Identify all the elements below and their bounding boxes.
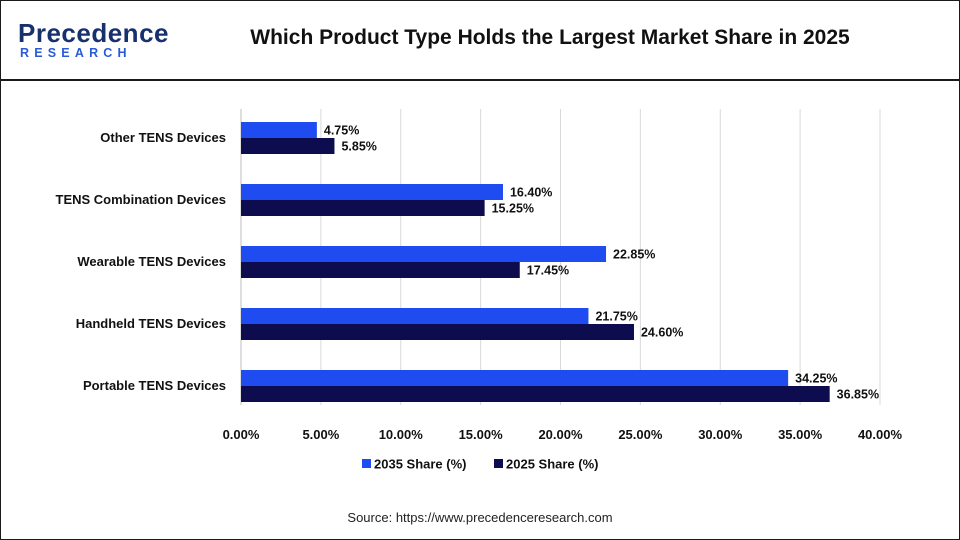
source-note: Source: https://www.precedenceresearch.c… [347, 510, 613, 525]
data-label: 17.45% [527, 264, 569, 278]
bar-chart: 0.00% 5.00% 10.00% 15.00% 20.00% 25.00% 30.00%… [56, 109, 903, 472]
x-tick-label: 25.00% [618, 427, 663, 442]
data-label: 4.75% [324, 124, 359, 138]
x-tick-label: 5.00% [302, 427, 339, 442]
logo-wordmark: Precedence [18, 18, 169, 48]
data-label: 5.85% [341, 140, 376, 154]
bar-2025-share [241, 262, 520, 278]
data-label: 22.85% [613, 248, 655, 262]
legend-2035-share-label: 2035 Share (%) [374, 457, 467, 472]
data-label: 36.85% [837, 388, 879, 402]
category-label: Other TENS Devices [100, 130, 226, 145]
x-tick-label: 15.00% [459, 427, 504, 442]
bar-2035-share [241, 122, 317, 138]
bar-2025-share [241, 324, 634, 340]
chart-title: Which Product Type Holds the Largest Mar… [250, 26, 850, 49]
legend-2035-share-swatch [362, 459, 371, 468]
x-tick-label: 30.00% [698, 427, 743, 442]
category-label: Wearable TENS Devices [77, 254, 226, 269]
bar-2025-share [241, 200, 485, 216]
category-label: TENS Combination Devices [56, 192, 226, 207]
data-label: 24.60% [641, 326, 683, 340]
legend-2025-share-swatch [494, 459, 503, 468]
data-label: 34.25% [795, 372, 837, 386]
bar-2035-share [241, 308, 589, 324]
data-label: 16.40% [510, 186, 552, 200]
x-tick-label: 20.00% [538, 427, 583, 442]
x-tick-label: 10.00% [379, 427, 424, 442]
data-label: 21.75% [595, 310, 637, 324]
bar-2025-share [241, 138, 335, 154]
precedence-research-logo: Precedence RESEARCH [18, 18, 168, 64]
bar-2035-share [241, 184, 503, 200]
x-tick-label: 40.00% [858, 427, 903, 442]
x-tick-label: 35.00% [778, 427, 823, 442]
category-label: Portable TENS Devices [83, 378, 226, 393]
bar-2025-share [241, 386, 830, 402]
logo-subtitle: RESEARCH [20, 46, 132, 60]
bar-2035-share [241, 370, 789, 386]
x-tick-label: 0.00% [223, 427, 260, 442]
header: Precedence RESEARCH Which Product Type H… [0, 0, 960, 81]
data-label: 15.25% [492, 202, 534, 216]
category-label: Handheld TENS Devices [76, 316, 226, 331]
bar-2035-share [241, 246, 607, 262]
legend-2025-share-label: 2025 Share (%) [506, 457, 599, 472]
